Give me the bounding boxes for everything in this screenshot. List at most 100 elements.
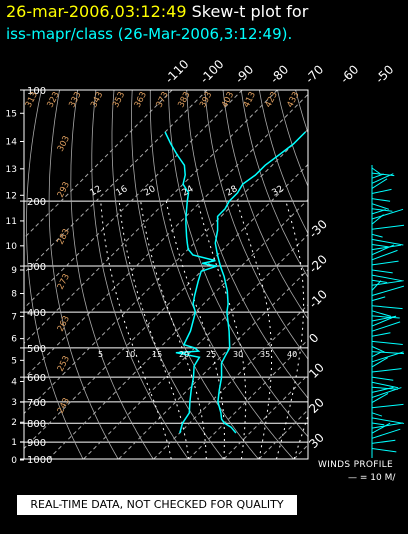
wind-barb [371,422,391,434]
isotherm [24,93,308,380]
wind-barb [371,198,391,202]
wind-barb [371,269,393,274]
isotherm-label: -10 [306,287,330,311]
wind-barb [371,386,398,390]
wind-barb [371,173,384,179]
plot-subtitle: iss-mapr/class (26-Mar-2006,3:12:49). [6,25,293,43]
wind-barb [371,208,393,212]
isotherm-label: 30 [306,430,327,451]
wind-barb [371,173,394,184]
wind-barb [371,368,402,373]
dry-adiabat-label: 283 [56,227,72,246]
wind-barb [371,244,395,256]
mixing-ratio-label: 28 [225,184,240,199]
height-tick-label: 1 [11,438,17,448]
grid-layer [24,90,408,459]
isotherm-label: 0 [306,331,321,346]
dry-adiabat-label: 343 [89,90,105,109]
wind-barb [371,167,381,175]
wind-barb [371,249,398,261]
mixing-ratio-label: 16 [115,184,130,199]
mixing-ratio-label: 12 [89,184,104,198]
moist-adiabat [118,201,190,459]
wind-barb [371,315,400,319]
dry-adiabat [130,90,259,459]
wind-barb [371,280,382,291]
moist-adiabat-label: 40 [287,350,297,359]
pressure-tick-label: 700 [27,398,46,409]
height-tick-label: 7 [11,312,17,322]
height-tick-label: 13 [6,165,17,175]
moist-adiabat [165,201,225,459]
height-tick-label: 0 [11,456,17,466]
dry-adiabat [350,90,408,459]
dry-adiabat-label: 273 [56,272,72,291]
pressure-tick-label: 400 [27,308,46,319]
isotherm [24,90,173,239]
temperature-profile [214,131,306,434]
moist-adiabat-label: 15 [152,350,162,359]
moist-adiabat [100,201,172,459]
pressure-tick-label: 1000 [27,455,52,466]
dry-adiabat [222,90,308,320]
wind-barb [371,386,394,393]
dry-adiabat-label: 423 [264,90,280,109]
wind-barb [371,209,386,215]
wind-barb [371,274,402,282]
winds-scale-legend: — = 10 M/ [348,473,396,483]
height-tick-label: 9 [11,266,17,276]
isotherm [188,339,308,459]
dry-adiabat-label: 293 [56,180,72,199]
moist-adiabat [293,413,308,459]
moist-adiabat-label: 30 [233,350,243,359]
wind-barb [371,260,399,266]
pressure-tick-label: 300 [27,262,46,273]
wind-barb [371,351,404,363]
dry-adiabat-label: 393 [198,90,214,109]
dry-adiabat-label: 413 [242,90,258,109]
winds-profile-label: WINDS PROFILE [318,460,393,470]
dry-adiabat [277,90,308,188]
wind-barb [371,305,403,310]
height-tick-label: 10 [6,242,18,252]
isotherm [83,233,308,459]
wind-barb [371,244,389,248]
isotherm [24,163,308,450]
quality-disclaimer: REAL-TIME DATA, NOT CHECKED FOR QUALITY [17,495,297,515]
isotherm-label: -70 [303,62,327,86]
moist-adiabat [236,200,273,459]
height-tick-label: 15 [6,109,17,119]
moist-adiabat-label: 5 [98,350,103,359]
profile-layer [164,131,306,434]
wind-barb [371,178,388,189]
height-tick-label: 2 [11,418,17,428]
dry-adiabat-label: 363 [133,90,149,109]
isotherm-label: -80 [268,62,292,86]
dry-adiabat [314,90,408,459]
moist-adiabat-label: 20 [179,350,189,359]
isotherm [24,90,278,345]
wind-barb [371,224,405,230]
mixing-ratio-label: 32 [271,184,286,198]
height-tick-label: 6 [11,335,17,345]
wind-barb [371,332,391,337]
wind-barb [371,244,402,251]
moist-adiabat-label: 35 [260,350,270,359]
wind-barb [371,422,385,426]
isotherm-label: -100 [197,57,226,86]
isotherm-label: -20 [306,252,330,276]
dry-adiabat-label: 323 [46,90,62,109]
pressure-tick-label: 500 [27,344,46,355]
dry-adiabat [368,90,408,459]
wind-barb [371,214,384,225]
wind-barb [371,403,404,409]
height-tick-label: 5 [11,356,17,366]
wind-barb [371,428,401,439]
moist-adiabat [140,201,207,459]
wind-barb [371,392,389,404]
isotherm [24,128,308,415]
isotherm-label: -60 [338,62,362,86]
isotherm-label: 10 [306,360,327,381]
wind-barb [371,238,404,246]
height-tick-label: 11 [6,217,17,227]
